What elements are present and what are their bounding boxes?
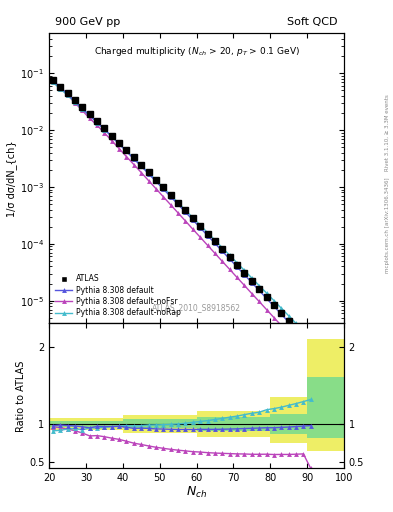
Y-axis label: 1/σ dσ/dN_{ch}: 1/σ dσ/dN_{ch} [6,140,17,217]
Text: mcplots.cern.ch [arXiv:1306.3436]: mcplots.cern.ch [arXiv:1306.3436] [385,178,390,273]
Text: Rivet 3.1.10, ≥ 3.3M events: Rivet 3.1.10, ≥ 3.3M events [385,95,390,172]
Text: ATLAS_2010_S8918562: ATLAS_2010_S8918562 [152,303,241,312]
X-axis label: $N_{ch}$: $N_{ch}$ [186,485,207,500]
Text: Soft QCD: Soft QCD [288,17,338,28]
Text: 900 GeV pp: 900 GeV pp [55,17,120,28]
Text: Charged multiplicity ($N_{ch}$ > 20, $p_T$ > 0.1 GeV): Charged multiplicity ($N_{ch}$ > 20, $p_… [94,45,299,58]
Legend: ATLAS, Pythia 8.308 default, Pythia 8.308 default-noFsr, Pythia 8.308 default-no: ATLAS, Pythia 8.308 default, Pythia 8.30… [53,272,183,319]
Y-axis label: Ratio to ATLAS: Ratio to ATLAS [16,360,26,432]
